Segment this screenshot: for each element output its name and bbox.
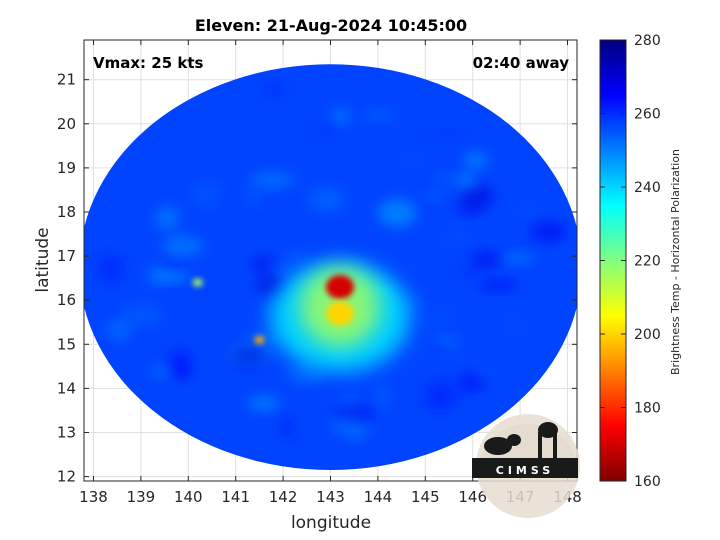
x-tick-label: 144 [364, 488, 393, 506]
convective-features [192, 261, 410, 372]
texture-blotch [155, 206, 180, 231]
x-tick-label: 146 [458, 488, 487, 506]
y-tick-label: 12 [57, 468, 76, 486]
texture-blotch [158, 272, 191, 283]
feature-cell-nw [192, 278, 203, 287]
y-tick-label: 15 [57, 335, 76, 353]
y-tick-label: 21 [57, 71, 76, 89]
texture-blotch [162, 184, 178, 193]
texture-blotch [478, 279, 518, 291]
texture-blotch [162, 235, 204, 257]
texture-blotch [440, 378, 483, 393]
texture-blotch [230, 345, 269, 366]
texture-blotch [261, 82, 284, 98]
colorbar-tick-label: 180 [634, 401, 661, 417]
swath-texture [97, 82, 567, 441]
axis-ticks: 1381391401411421431441451461471481213141… [57, 40, 582, 506]
y-tick-label: 13 [57, 423, 76, 441]
texture-blotch [500, 252, 535, 264]
texture-blotch [152, 362, 176, 380]
colorbar-label: Brightness Temp - Horizontal Polarizatio… [669, 149, 682, 375]
texture-blotch [463, 151, 488, 170]
x-tick-label: 138 [79, 488, 108, 506]
feature-band-west [254, 335, 265, 344]
feature-core-south [325, 301, 354, 326]
x-tick-label: 141 [221, 488, 250, 506]
y-tick-label: 16 [57, 291, 76, 309]
texture-blotch [332, 406, 375, 422]
time-offset-label: 02:40 away [473, 54, 570, 72]
texture-blotch [318, 381, 342, 390]
texture-blotch [192, 181, 222, 208]
y-tick-label: 20 [57, 115, 76, 133]
texture-blotch [424, 191, 445, 201]
texture-blotch [443, 229, 471, 246]
y-tick-label: 17 [57, 247, 76, 265]
colorbar-tick-label: 240 [634, 180, 661, 196]
texture-blotch [470, 250, 502, 269]
texture-blotch [97, 254, 124, 283]
texture-blotch [247, 395, 281, 412]
texture-blotch [331, 416, 373, 437]
y-axis-label: latitude [33, 227, 53, 292]
colorbar-tick-label: 260 [634, 107, 661, 123]
x-tick-label: 139 [127, 488, 156, 506]
x-tick-label: 142 [269, 488, 298, 506]
colorbar-tick-label: 220 [634, 254, 661, 270]
x-tick-label: 140 [174, 488, 203, 506]
texture-blotch [518, 205, 534, 218]
texture-blotch [530, 221, 567, 243]
y-tick-label: 19 [57, 159, 76, 177]
texture-blotch [246, 180, 261, 206]
texture-blotch [120, 304, 162, 327]
texture-blotch [270, 247, 288, 266]
cimss-logo: CIMSS [472, 414, 580, 518]
texture-blotch [377, 198, 417, 227]
texture-blotch [375, 382, 389, 410]
texture-blotch [288, 366, 324, 384]
texture-blotch [500, 313, 531, 340]
x-axis-label: longitude [291, 513, 371, 533]
texture-blotch [422, 307, 456, 336]
texture-blotch [105, 320, 131, 340]
logo-text: CIMSS [496, 464, 554, 477]
texture-blotch [307, 123, 340, 140]
texture-blotch [461, 184, 494, 210]
texture-blotch [331, 108, 351, 126]
texture-blotch [363, 109, 395, 121]
texture-blotch [308, 186, 346, 213]
texture-blotch [459, 171, 477, 190]
texture-blotch [250, 171, 295, 189]
texture-blotch [402, 154, 423, 168]
y-tick-label: 14 [57, 379, 76, 397]
texture-blotch [434, 335, 460, 345]
colorbar-tick-label: 200 [634, 327, 661, 343]
colorbar-tick-label: 280 [634, 33, 661, 49]
texture-blotch [455, 205, 482, 215]
y-tick-label: 18 [57, 203, 76, 221]
chart-title: Eleven: 21-Aug-2024 10:45:00 [195, 16, 467, 35]
texture-blotch [279, 419, 294, 438]
colorbar-ticks: 160 180 200 220 240 260 280 [600, 33, 661, 490]
texture-blotch [455, 267, 483, 277]
feature-core [325, 274, 354, 299]
vmax-label: Vmax: 25 kts [93, 54, 203, 72]
colorbar-tick-label: 160 [634, 474, 661, 490]
x-tick-label: 145 [411, 488, 440, 506]
texture-blotch [425, 131, 468, 140]
x-tick-label: 143 [316, 488, 345, 506]
